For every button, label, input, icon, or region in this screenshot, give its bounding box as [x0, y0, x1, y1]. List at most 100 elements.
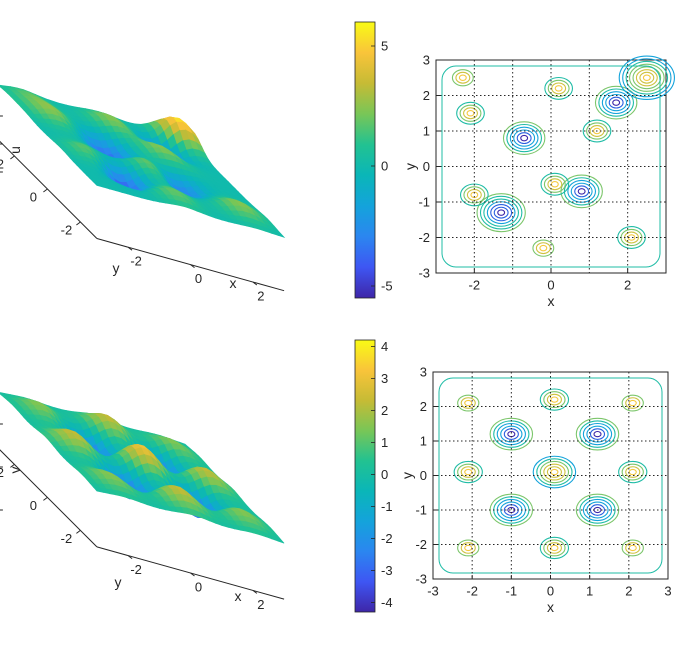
x-tick-label: -2: [466, 584, 478, 599]
contour-ring: [532, 455, 577, 489]
y-tick-label: 2: [420, 399, 427, 414]
y-axis-title: y: [115, 574, 122, 590]
y-tick: [10, 463, 15, 468]
y-tick-label: -3: [418, 266, 430, 281]
contour-ring: [457, 463, 480, 481]
contour-ring: [575, 493, 620, 527]
y-tick: [76, 530, 81, 534]
contour-ring: [451, 69, 474, 87]
contour-ring: [601, 91, 631, 115]
x-tick-label: 2: [257, 597, 264, 612]
contour-ring: [539, 244, 548, 252]
contour-ring: [632, 66, 662, 90]
x-axis-title: x: [547, 599, 554, 615]
contour-ring: [547, 79, 570, 98]
y-tick-label: -2: [61, 531, 73, 546]
y-tick-label: -2: [61, 223, 73, 238]
contour-ring: [625, 60, 669, 95]
x-tick-label: -2: [469, 278, 481, 293]
surface-patch: [92, 181, 105, 188]
contour-ring: [586, 425, 609, 443]
y-tick: [43, 496, 48, 501]
x-tick: [127, 555, 133, 559]
contour-ring: [490, 203, 513, 222]
axes-lines: [0, 423, 285, 600]
contour-ring: [605, 93, 628, 112]
contour-ring: [546, 466, 562, 478]
x-tick: [252, 281, 258, 286]
y-tick-label: -3: [415, 572, 427, 587]
colorbar-tick-label: -1: [381, 499, 393, 514]
contour-ring: [540, 172, 570, 196]
u-colorbar: 5 0 -5: [354, 21, 393, 299]
contour-ring: [543, 175, 566, 193]
x-tick: [252, 590, 258, 594]
y-tick-label: 2: [0, 465, 4, 480]
contour-ring: [586, 122, 608, 140]
contour-lines: [441, 55, 675, 268]
x-tick-label: 2: [625, 584, 632, 599]
contour-ring: [635, 69, 658, 87]
contour-ring: [618, 460, 648, 484]
y-tick-label: 0: [30, 190, 37, 205]
contour-ring: [460, 397, 476, 409]
contour-ring: [579, 420, 616, 448]
x-tick: [127, 246, 133, 251]
u-surface-plot: -202-20250-5xyu: [0, 84, 286, 304]
contour-ring: [502, 121, 546, 155]
contour-ring: [589, 428, 606, 440]
contour-ring: [582, 422, 613, 446]
contour-ring: [520, 134, 529, 142]
contour-ring: [464, 544, 473, 552]
contour-ring: [460, 466, 476, 478]
contour-ring: [628, 544, 637, 552]
y-tick-label: 3: [420, 365, 427, 380]
x-tick-label: -2: [130, 254, 142, 269]
contour-ring: [464, 399, 473, 407]
colorbar-bar: [354, 21, 376, 299]
contour-ring: [642, 74, 651, 82]
contour-ring: [598, 88, 635, 117]
x-tick: [190, 264, 195, 269]
contour-lines: [438, 377, 663, 574]
colorbar-tick-label: 3: [381, 371, 388, 386]
y-tick-label: -2: [418, 230, 430, 245]
contour-ring: [625, 466, 641, 478]
x-axis-title: x: [230, 275, 237, 291]
contour-ring: [575, 417, 620, 451]
contour-ring: [500, 425, 523, 443]
u-contour-plot: -2 0 2 3 2 1 0 -1 -2 -3 x y: [402, 53, 675, 309]
contour-ring: [509, 126, 539, 150]
contour-ring: [489, 417, 534, 451]
contour-ring: [457, 394, 480, 412]
contour-ring: [539, 536, 570, 560]
contour-ring: [574, 185, 590, 198]
contour-ring: [463, 186, 486, 204]
surface-mesh: [0, 392, 285, 544]
x-tick-label: 0: [547, 584, 554, 599]
contour-ring: [554, 85, 563, 92]
colorbar-tick-label: 5: [381, 39, 388, 54]
contour-ring: [550, 544, 559, 552]
x-tick-label: 0: [195, 580, 202, 595]
contour-ring: [453, 460, 483, 484]
contour-ring: [577, 188, 586, 195]
contour-ring: [476, 193, 526, 233]
y-tick-label: 1: [420, 434, 427, 449]
x-tick-label: -3: [427, 584, 439, 599]
surface-mesh: [0, 84, 286, 239]
colorbar-tick-label: 0: [381, 467, 388, 482]
x-tick-label: 0: [195, 271, 202, 286]
contour-ring: [551, 82, 567, 95]
v-surface-plot: -202-20250-5xyv: [0, 392, 285, 612]
contour-ring: [483, 198, 520, 227]
z-axis-title: u: [7, 146, 23, 154]
contour-ring: [593, 430, 602, 438]
contour-ring: [539, 388, 570, 411]
contour-ring: [535, 242, 551, 255]
y-tick-label: -1: [418, 195, 430, 210]
contour-ring: [497, 209, 506, 216]
contour-ring: [456, 101, 485, 125]
contour-ring: [536, 458, 573, 486]
contour-ring: [539, 460, 570, 484]
